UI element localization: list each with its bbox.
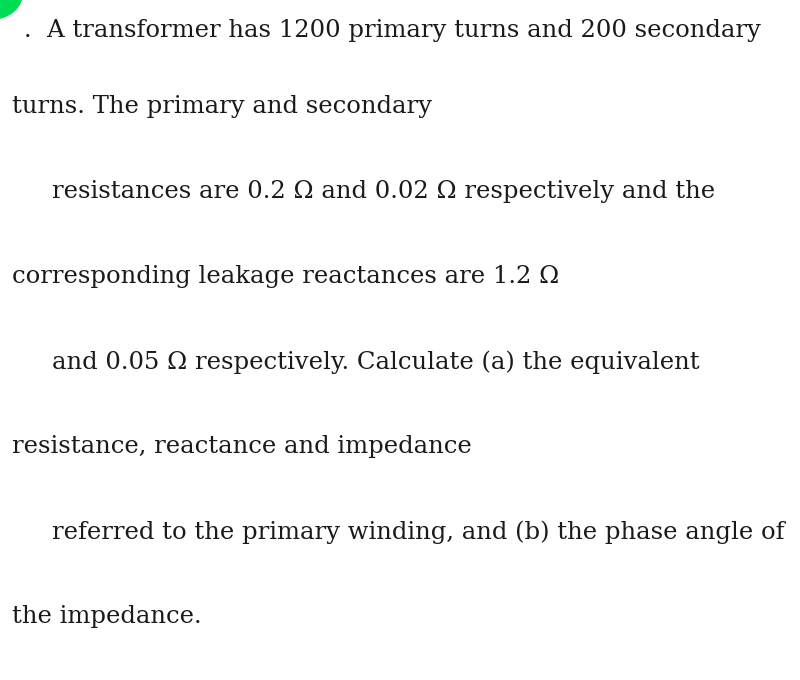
- Circle shape: [0, 0, 22, 19]
- Text: referred to the primary winding, and (b) the phase angle of: referred to the primary winding, and (b)…: [52, 520, 785, 543]
- Text: resistance, reactance and impedance: resistance, reactance and impedance: [12, 435, 472, 458]
- Text: the impedance.: the impedance.: [12, 605, 202, 628]
- Text: corresponding leakage reactances are 1.2 Ω: corresponding leakage reactances are 1.2…: [12, 265, 559, 288]
- Text: and 0.05 Ω respectively. Calculate (a) the equivalent: and 0.05 Ω respectively. Calculate (a) t…: [52, 350, 700, 373]
- Text: .  A transformer has 1200 primary turns and 200 secondary: . A transformer has 1200 primary turns a…: [24, 19, 761, 42]
- Text: turns. The primary and secondary: turns. The primary and secondary: [12, 95, 432, 118]
- Text: resistances are 0.2 Ω and 0.02 Ω respectively and the: resistances are 0.2 Ω and 0.02 Ω respect…: [52, 180, 715, 203]
